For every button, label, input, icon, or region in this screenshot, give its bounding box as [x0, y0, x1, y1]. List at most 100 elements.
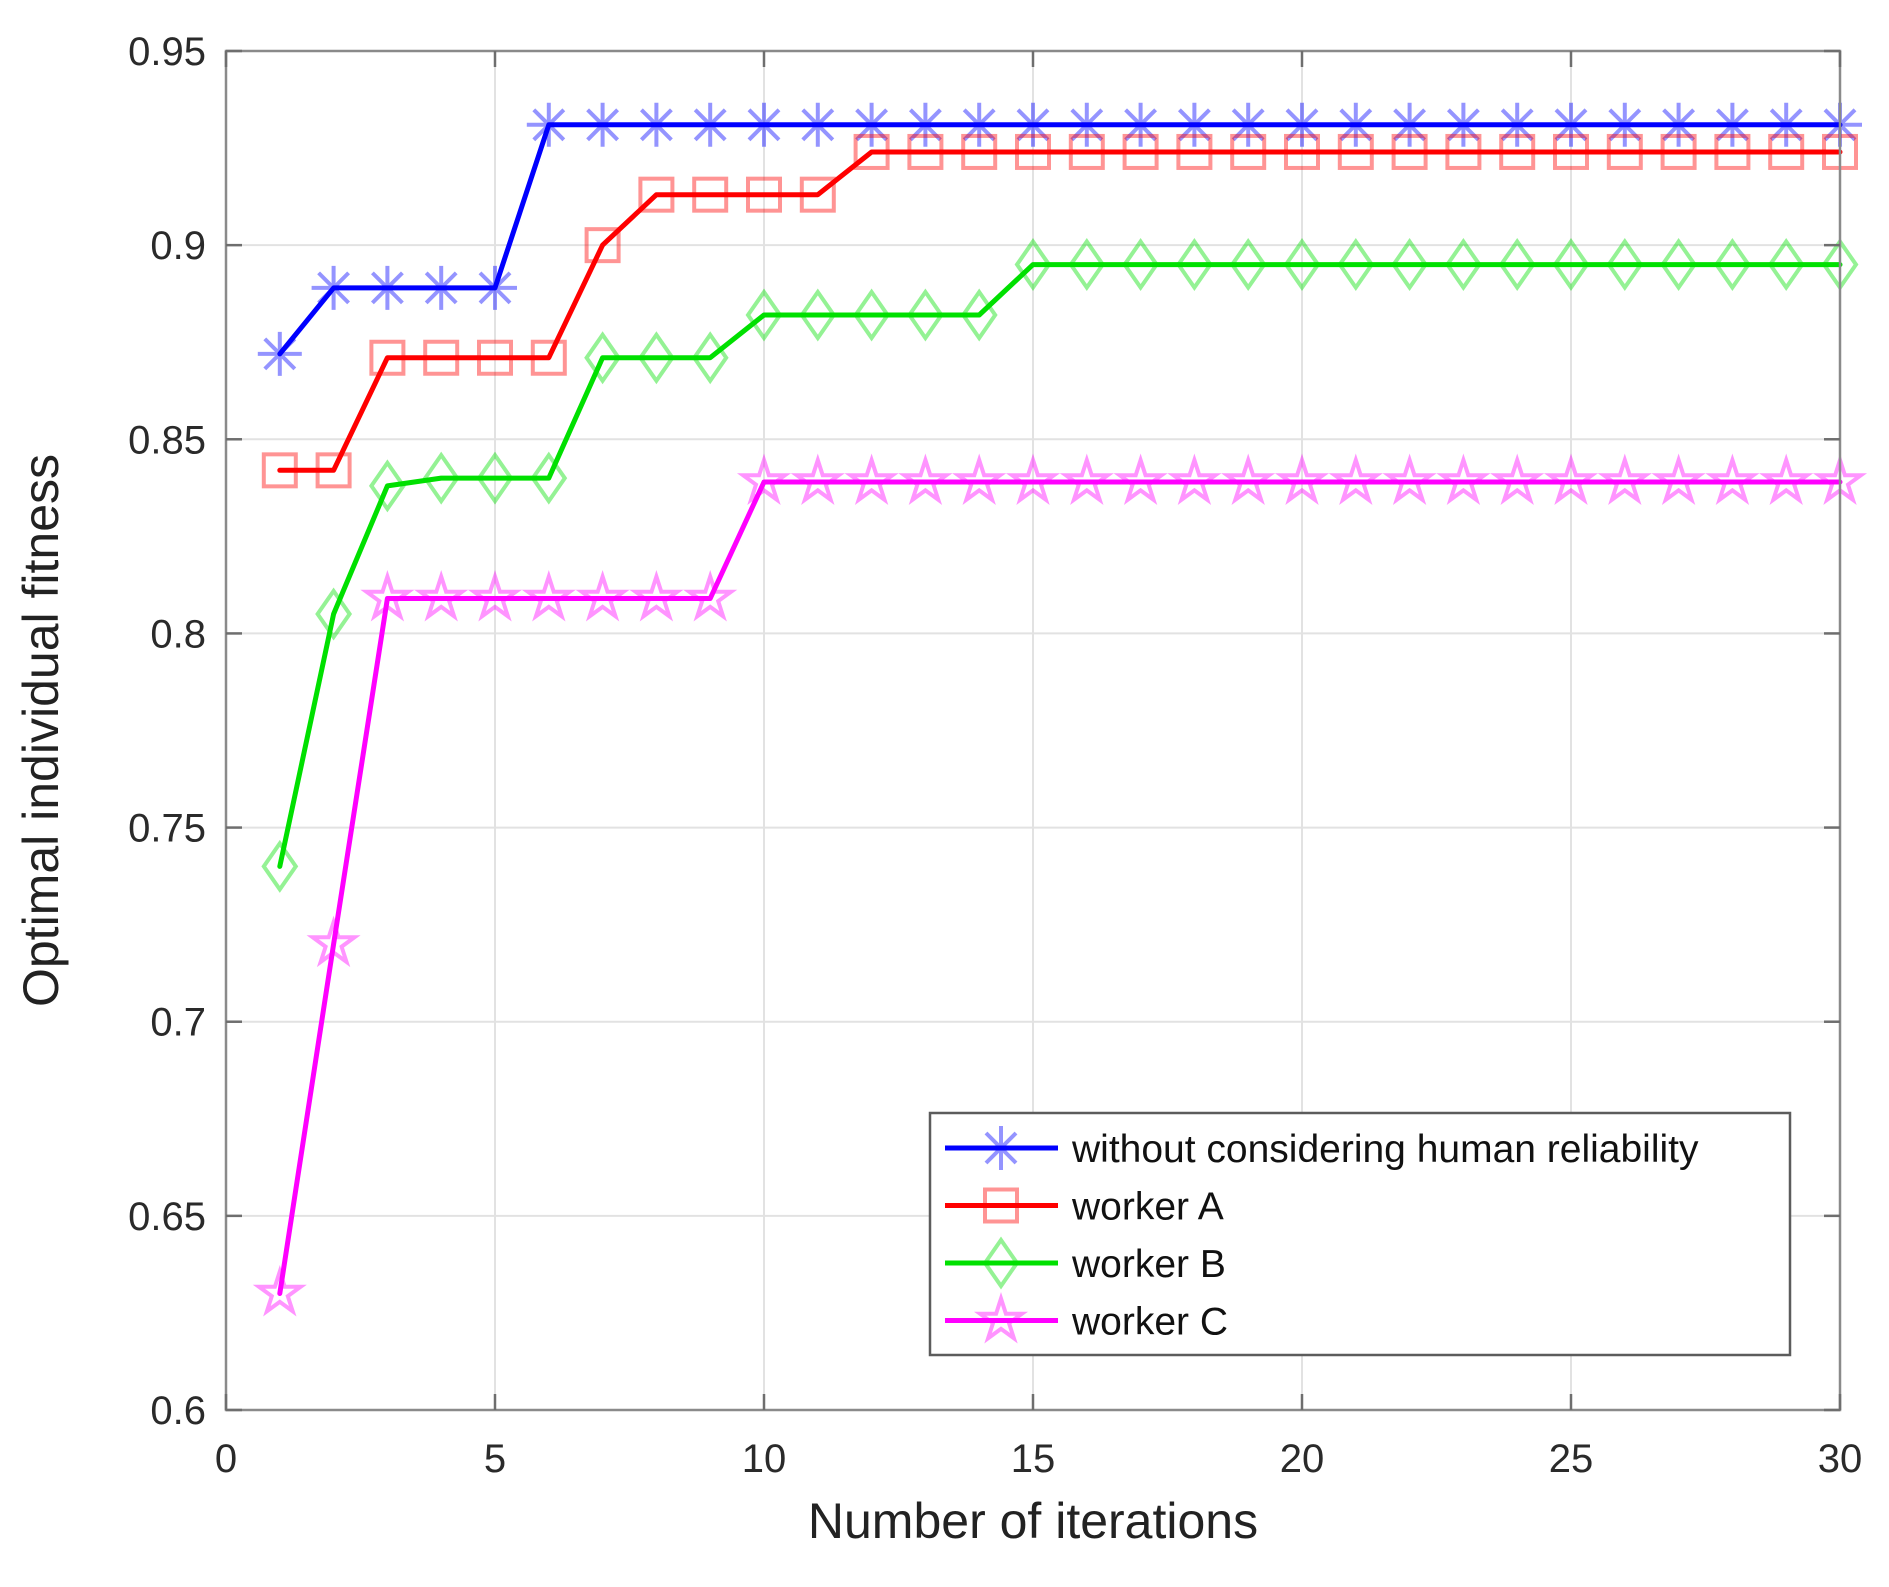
asterisk-marker [580, 102, 625, 147]
pentagram-marker [252, 1264, 307, 1317]
asterisk-marker [1710, 102, 1755, 147]
diamond-marker [315, 587, 353, 641]
asterisk-marker [903, 102, 948, 147]
diamond-marker [691, 331, 729, 385]
asterisk-marker [634, 102, 679, 147]
y-tick-label: 0.65 [128, 1195, 206, 1239]
square-marker [746, 176, 782, 213]
square-marker [1122, 133, 1159, 170]
asterisk-marker [526, 102, 571, 147]
pentagram-marker [575, 569, 630, 622]
pentagram-marker [414, 569, 469, 622]
asterisk-marker [1602, 102, 1647, 147]
legend-label: without considering human reliability [1071, 1128, 1699, 1171]
square-marker [423, 339, 460, 376]
x-tick-label: 25 [1549, 1437, 1594, 1481]
pentagram-marker [844, 453, 899, 506]
pentagram-marker [1705, 453, 1760, 506]
square-marker [1553, 133, 1589, 170]
diamond-marker [1606, 238, 1644, 292]
square-marker [961, 133, 998, 170]
asterisk-marker [311, 265, 356, 310]
square-marker [477, 339, 513, 376]
series-layer [277, 122, 1843, 1296]
series-line-1 [277, 122, 1843, 357]
square-marker [1284, 133, 1320, 170]
y-axis-title: Optimal individual fitness [13, 454, 69, 1007]
pentagram-marker [1328, 453, 1383, 506]
asterisk-marker [742, 102, 786, 147]
diamond-marker [476, 451, 514, 505]
grid-layer [226, 51, 1840, 1410]
asterisk-marker [1011, 102, 1055, 147]
diamond-marker [261, 839, 299, 893]
series-markers-2 [261, 133, 1858, 489]
asterisk-marker [1656, 102, 1701, 147]
diamond-marker [530, 451, 568, 505]
asterisk-marker [1387, 102, 1432, 147]
pentagram-marker [629, 569, 684, 622]
asterisk-marker [365, 265, 410, 310]
y-tick-label: 0.95 [128, 30, 206, 74]
square-marker [1768, 133, 1805, 170]
square-marker [1606, 133, 1643, 170]
pentagram-marker [736, 453, 792, 506]
series-line-2 [277, 149, 1843, 473]
legend-label: worker A [1071, 1186, 1224, 1229]
pentagram-marker [973, 1291, 1029, 1344]
square-marker [1337, 133, 1374, 170]
asterisk-marker [1064, 102, 1109, 147]
pentagram-marker [306, 915, 361, 968]
diamond-marker [1767, 238, 1805, 292]
y-tick-label: 0.85 [128, 418, 206, 462]
square-marker [638, 176, 675, 213]
square-marker [692, 176, 729, 213]
diamond-marker [1014, 238, 1052, 292]
asterisk-marker [1764, 102, 1809, 147]
diamond-marker [982, 1236, 1020, 1290]
square-marker [1230, 133, 1267, 170]
diamond-marker [1337, 238, 1375, 292]
pentagram-marker [1543, 453, 1599, 506]
square-marker [907, 133, 944, 170]
x-tick-label: 15 [1011, 1437, 1056, 1481]
diamond-marker [1498, 238, 1536, 292]
square-marker [1015, 133, 1051, 170]
asterisk-marker [795, 102, 840, 147]
x-tick-label: 20 [1280, 1437, 1325, 1481]
legend-entry: worker A [945, 1186, 1224, 1229]
diamond-marker [745, 288, 783, 342]
pentagram-marker [1005, 453, 1061, 506]
pentagram-marker [1167, 453, 1222, 506]
pentagram-marker [1490, 453, 1545, 506]
diamond-marker [637, 331, 675, 385]
series-markers-1 [257, 102, 1862, 376]
square-marker [1391, 133, 1428, 170]
square-marker [261, 452, 298, 489]
asterisk-marker [1441, 102, 1486, 147]
x-tick-label: 10 [742, 1437, 787, 1481]
asterisk-marker [419, 265, 464, 310]
asterisk-marker [979, 1126, 1023, 1170]
diamond-marker [1713, 238, 1751, 292]
x-axis-title: Number of iterations [808, 1493, 1258, 1549]
y-tick-label: 0.6 [150, 1389, 206, 1433]
asterisk-marker [1333, 102, 1378, 147]
asterisk-marker [1549, 102, 1593, 147]
pentagram-marker [1059, 453, 1114, 506]
pentagram-marker [952, 453, 1007, 506]
diamond-marker [1444, 238, 1482, 292]
series-markers-3 [261, 238, 1859, 893]
diamond-marker [1175, 238, 1213, 292]
diamond-marker [1122, 238, 1160, 292]
pentagram-marker [1759, 453, 1814, 506]
diamond-marker [906, 288, 944, 342]
x-tick-label: 30 [1818, 1437, 1863, 1481]
series-markers-4 [252, 453, 1868, 1317]
y-tick-label: 0.8 [150, 612, 206, 656]
asterisk-marker [957, 102, 1002, 147]
diamond-marker [584, 331, 622, 385]
x-tick-label: 0 [215, 1437, 237, 1481]
